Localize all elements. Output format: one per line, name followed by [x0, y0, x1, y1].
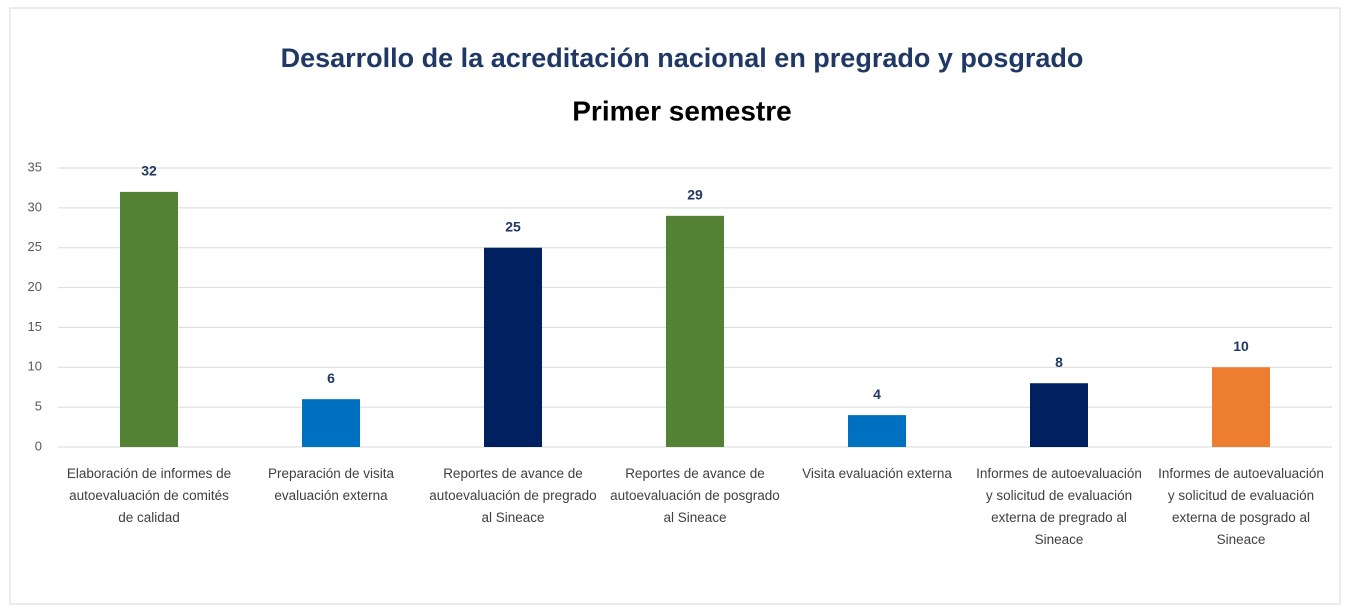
x-tick-label: Elaboración de informes de autoevaluació… — [66, 466, 232, 525]
data-label: 6 — [327, 370, 335, 386]
bar — [666, 215, 724, 447]
data-label: 4 — [873, 386, 881, 402]
x-tick-label: Informes de autoevaluación y solicitud d… — [976, 466, 1142, 547]
data-label: 8 — [1055, 354, 1063, 370]
data-label: 32 — [141, 163, 157, 179]
data-label: 25 — [505, 218, 521, 234]
bar — [1212, 367, 1270, 447]
bar — [120, 191, 178, 447]
x-tick-label: Reportes de avance de autoevaluación de … — [429, 466, 597, 525]
bar — [302, 399, 360, 447]
bar — [484, 247, 542, 447]
bar — [1030, 383, 1088, 447]
chart-title: Desarrollo de la acreditación nacional e… — [281, 43, 1084, 73]
chart-border — [9, 7, 1341, 605]
y-tick-label: 20 — [28, 279, 42, 294]
y-tick-label: 0 — [35, 438, 42, 453]
y-tick-label: 15 — [28, 319, 42, 334]
bar — [848, 415, 906, 447]
y-tick-label: 25 — [28, 239, 42, 254]
y-tick-label: 30 — [28, 199, 42, 214]
y-tick-label: 35 — [28, 159, 42, 174]
x-tick-label: Visita evaluación externa — [802, 466, 952, 481]
y-tick-label: 5 — [35, 399, 42, 414]
y-tick-label: 10 — [28, 359, 42, 374]
chart-subtitle: Primer semestre — [572, 95, 791, 126]
x-tick-label: Reportes de avance de autoevaluación de … — [610, 466, 780, 525]
x-tick-label: Informes de autoevaluación y solicitud d… — [1158, 466, 1324, 547]
x-tick-label: Preparación de visita evaluación externa — [267, 466, 395, 503]
data-label: 29 — [687, 187, 703, 203]
data-label: 10 — [1233, 338, 1249, 354]
